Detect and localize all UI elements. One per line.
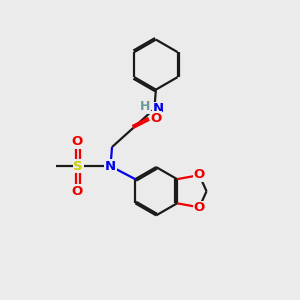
Text: H: H <box>140 100 150 113</box>
Text: O: O <box>71 135 82 148</box>
Text: O: O <box>71 185 82 198</box>
Text: O: O <box>194 168 205 181</box>
Text: O: O <box>194 201 205 214</box>
Text: N: N <box>152 102 164 115</box>
Text: O: O <box>150 112 161 125</box>
Text: S: S <box>73 160 83 173</box>
Text: N: N <box>105 160 116 173</box>
